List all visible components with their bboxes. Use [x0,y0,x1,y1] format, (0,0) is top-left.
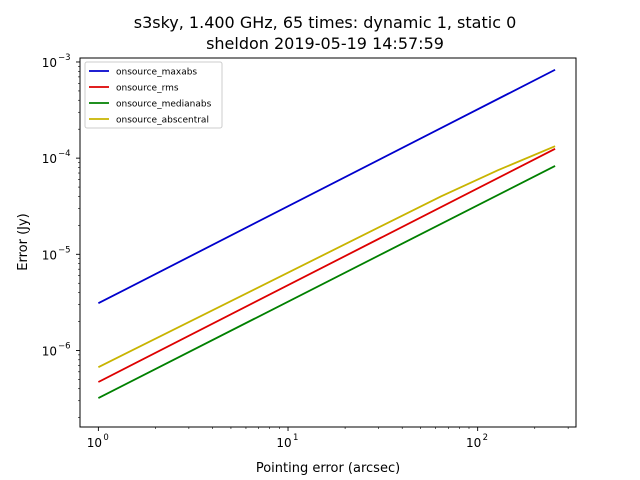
x-axis-label: Pointing error (arcsec) [256,461,400,476]
series-line-onsource_rms [97,148,556,383]
legend-label-onsource_maxabs: onsource_maxabs [116,68,197,78]
y-tick-label-exponent: −5 [58,245,71,255]
x-tick-label-exponent: 2 [483,433,488,443]
x-tick-label: 10 [466,436,481,450]
legend-label-onsource_abscentral: onsource_abscentral [116,116,209,126]
series-layer [97,68,556,399]
y-tick-label: 10 [42,248,57,262]
y-tick-label: 10 [42,344,57,358]
chart-title-line1: s3sky, 1.400 GHz, 65 times: dynamic 1, s… [134,13,517,32]
legend: onsource_maxabs onsource_rms onsource_medi… [84,61,223,129]
legend-label-onsource_medianabs: onsource_medianabs [116,100,212,110]
chart-title-line2: sheldon 2019-05-19 14:57:59 [206,34,444,53]
y-tick-label: 10 [42,152,57,166]
y-axis-ticks: 10−610−510−410−3 [42,53,80,418]
y-tick-label-exponent: −4 [58,149,71,159]
y-tick-label: 10 [42,56,57,70]
series-line-onsource_maxabs [97,68,556,305]
x-tick-label: 10 [87,436,102,450]
legend-label-onsource_rms: onsource_rms [116,84,179,94]
x-tick-label-exponent: 0 [103,433,108,443]
x-tick-label: 10 [276,436,291,450]
legend-box [84,61,223,129]
series-line-onsource_abscentral [97,145,556,368]
y-axis-label: Error (Jy) [16,213,31,271]
plot-frame [79,57,577,428]
x-axis-ticks: 10 0 10 1 10 2 [87,427,569,450]
x-tick-label-exponent: 1 [293,433,298,443]
series-line-onsource_medianabs [97,165,556,399]
y-tick-label-exponent: −6 [58,341,71,351]
y-tick-label-exponent: −3 [58,53,71,63]
